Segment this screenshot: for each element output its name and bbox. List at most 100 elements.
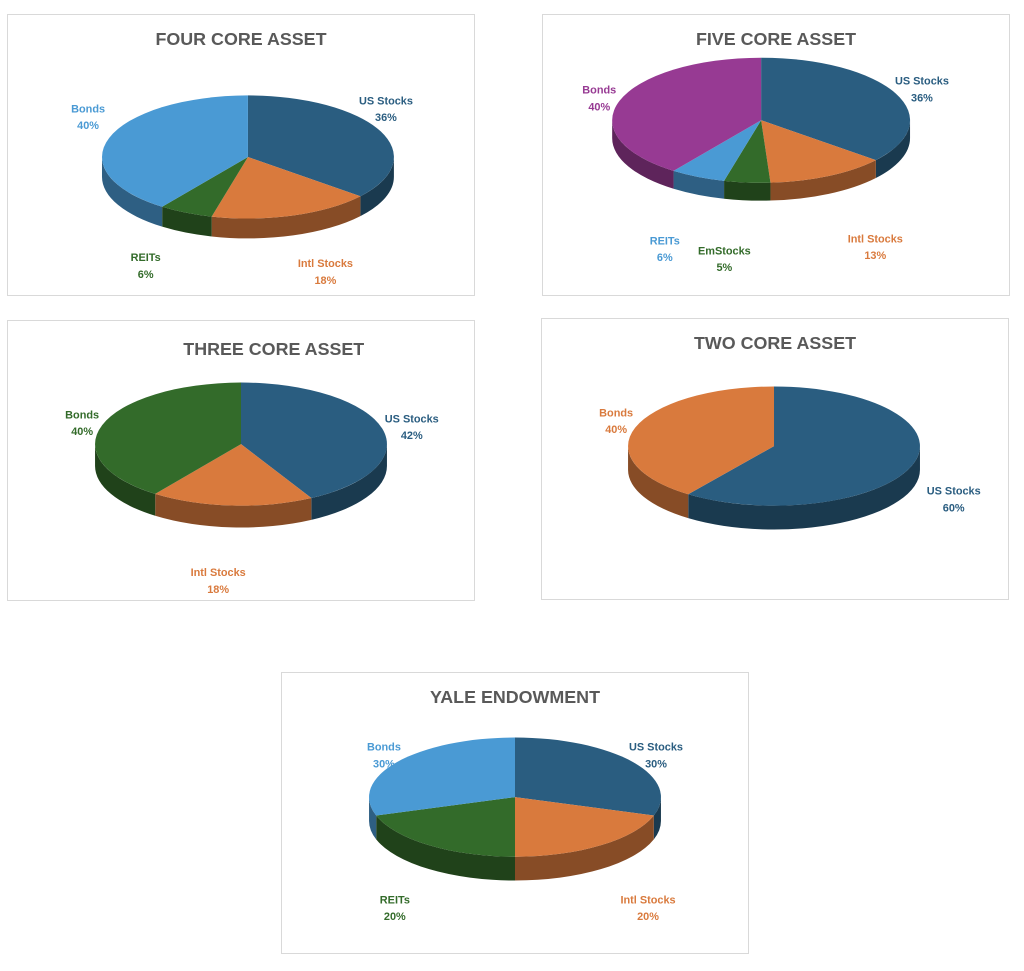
chart-panel-five-core-asset: FIVE CORE ASSET US Stocks 36% Intl Stocks 1… [542, 14, 1010, 296]
pie-slice-intl-stocks [211, 156, 361, 219]
chart-panel-three-core-asset: THREE CORE ASSET US Stocks 42% Intl Stocks… [7, 320, 475, 601]
pie-side-intl-stocks [770, 160, 876, 201]
chart-title: THREE CORE ASSET [183, 339, 364, 359]
data-label-name: US Stocks [895, 76, 949, 88]
pie-slice-us-stocks [241, 382, 387, 499]
data-label-value: 18% [314, 275, 336, 287]
pie-slice-us-stocks [247, 95, 394, 197]
data-label-name: REITs [650, 235, 680, 247]
data-label-value: 42% [401, 430, 423, 442]
data-label-value: 36% [375, 112, 397, 124]
data-label-intl-stocks: Intl Stocks 13% [848, 233, 903, 262]
pie-side-us-stocks [311, 444, 387, 520]
data-label-reits: REITs 20% [380, 894, 410, 923]
pie-side-bonds [628, 446, 689, 519]
data-label-value: 6% [657, 252, 673, 264]
data-label-name: US Stocks [359, 95, 413, 107]
data-label-bonds: Bonds 40% [71, 103, 105, 132]
data-label-name: Intl Stocks [298, 258, 353, 270]
pie-side-emstocks [724, 180, 771, 201]
chart-panel-two-core-asset: TWO CORE ASSET US Stocks 60% Bonds 40% [541, 318, 1009, 600]
data-label-value: 5% [716, 262, 732, 274]
data-label-name: Intl Stocks [848, 233, 903, 245]
data-label-name: Intl Stocks [191, 567, 246, 579]
pie-side-reits [673, 170, 725, 199]
data-label-us-stocks: US Stocks 36% [895, 76, 949, 105]
data-label-name: Bonds [599, 407, 633, 419]
data-label-us-stocks: US Stocks 36% [359, 95, 413, 124]
pie-slice-us-stocks [761, 57, 911, 161]
pie-side-us-stocks [875, 120, 911, 178]
pie-side-walls [628, 446, 920, 530]
chart-title: FOUR CORE ASSET [155, 29, 326, 49]
pie-chart-five-core-asset: FIVE CORE ASSET US Stocks 36% Intl Stocks 1… [582, 29, 949, 274]
data-label-intl-stocks: Intl Stocks 20% [620, 894, 675, 923]
pie-slice-intl-stocks [515, 797, 654, 857]
pie-slice-us-stocks [688, 386, 920, 506]
pie-side-walls [101, 156, 394, 239]
data-label-emstocks: EmStocks 5% [698, 245, 751, 274]
chart-panel-four-core-asset: FOUR CORE ASSET US Stocks 36% Intl Stocks 1… [7, 14, 475, 296]
data-label-bonds: Bonds 40% [65, 409, 99, 438]
pie-slice-bonds [101, 95, 248, 207]
pie-side-bonds [369, 797, 377, 840]
data-label-name: US Stocks [629, 741, 683, 753]
data-label-value: 40% [71, 426, 93, 438]
data-label-name: REITs [380, 894, 410, 906]
data-label-value: 40% [605, 424, 627, 436]
data-label-value: 40% [77, 120, 99, 132]
data-label-bonds: Bonds 30% [367, 741, 401, 770]
chart-title: TWO CORE ASSET [694, 333, 856, 353]
data-label-name: EmStocks [698, 245, 751, 257]
pie-slice-reits [162, 156, 248, 217]
pie-side-reits [376, 815, 515, 881]
data-label-value: 13% [864, 250, 886, 262]
pie-chart-four-core-asset: FOUR CORE ASSET US Stocks 36% Intl Stocks 1… [71, 29, 413, 287]
data-label-us-stocks: US Stocks 42% [385, 413, 439, 442]
data-label-value: 60% [943, 503, 965, 515]
data-label-us-stocks: US Stocks 30% [629, 741, 683, 770]
pie-side-bonds [95, 444, 156, 516]
data-label-value: 20% [384, 911, 406, 923]
pie-slices [628, 386, 920, 506]
pie-slice-emstocks [724, 120, 771, 183]
pie-slice-reits [376, 797, 515, 857]
data-label-name: Bonds [71, 103, 105, 115]
data-label-us-stocks: US Stocks 60% [927, 486, 981, 515]
pie-side-us-stocks [360, 156, 394, 217]
chart-panel-yale-endowment: YALE ENDOWMENT US Stocks 30% Intl Stocks 20… [281, 672, 749, 954]
pie-side-bonds [101, 156, 163, 227]
data-label-name: Bonds [367, 741, 401, 753]
data-label-name: US Stocks [385, 413, 439, 425]
data-label-reits: REITs 6% [131, 252, 161, 281]
pie-side-reits [162, 206, 212, 237]
data-label-reits: REITs 6% [650, 235, 680, 264]
pie-slice-intl-stocks [761, 120, 876, 183]
pie-slice-intl-stocks [155, 444, 312, 506]
pie-side-intl-stocks [515, 815, 654, 881]
pie-slice-bonds [95, 382, 241, 494]
pie-slices [369, 737, 661, 857]
data-label-value: 30% [373, 758, 395, 770]
pie-chart-yale-endowment: YALE ENDOWMENT US Stocks 30% Intl Stocks 20… [367, 687, 683, 923]
pie-side-bonds [612, 120, 674, 189]
data-label-value: 40% [588, 101, 610, 113]
pie-side-intl-stocks [211, 196, 361, 239]
pie-slices [612, 57, 911, 183]
data-label-bonds: Bonds 40% [599, 407, 633, 436]
pie-side-walls [612, 120, 911, 201]
pie-side-intl-stocks [155, 493, 312, 528]
data-label-intl-stocks: Intl Stocks 18% [191, 567, 246, 596]
pie-slice-reits [673, 120, 762, 181]
pie-slice-bonds [612, 57, 762, 171]
data-label-name: Bonds [65, 409, 99, 421]
pie-chart-two-core-asset: TWO CORE ASSET US Stocks 60% Bonds 40% [599, 333, 981, 530]
data-label-value: 18% [207, 584, 229, 596]
pie-side-walls [369, 797, 661, 881]
pie-side-us-stocks [688, 446, 920, 530]
data-label-name: REITs [131, 252, 161, 264]
pie-slice-bonds [369, 737, 515, 816]
chart-title: FIVE CORE ASSET [696, 29, 856, 49]
data-label-name: Intl Stocks [620, 894, 675, 906]
pie-slices [101, 95, 394, 219]
